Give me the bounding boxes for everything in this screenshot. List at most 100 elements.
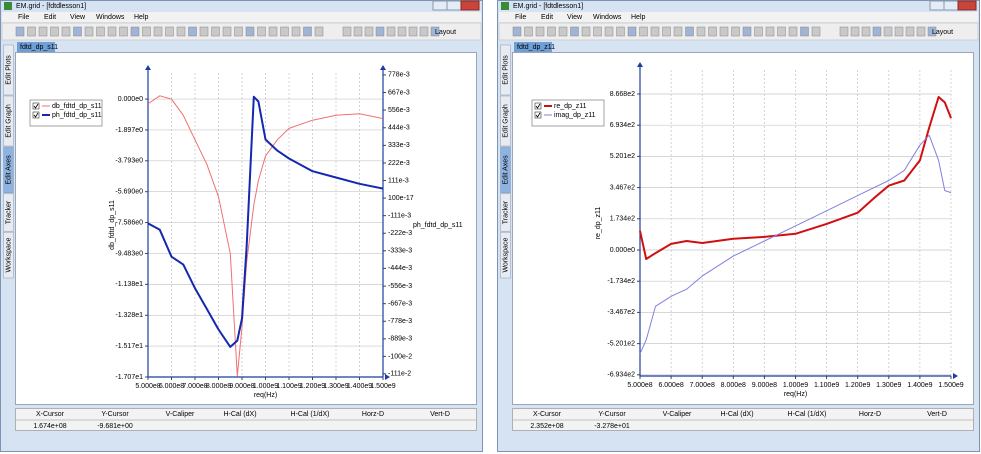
toolbar-button[interactable] xyxy=(917,27,925,36)
toolbar-button[interactable] xyxy=(536,27,544,36)
toolbar-button[interactable] xyxy=(376,27,384,36)
menu-item[interactable]: Help xyxy=(631,14,646,21)
maximize-button[interactable] xyxy=(447,1,461,10)
toolbar-button[interactable] xyxy=(686,27,694,36)
toolbar-button[interactable] xyxy=(732,27,740,36)
toolbar-button[interactable] xyxy=(28,27,36,36)
toolbar-button[interactable] xyxy=(525,27,533,36)
toolbar-button[interactable] xyxy=(189,27,197,36)
legend-checkbox[interactable] xyxy=(535,112,541,118)
minimize-button[interactable] xyxy=(930,1,944,10)
toolbar-button[interactable] xyxy=(74,27,82,36)
layout-button[interactable]: Layout xyxy=(435,29,456,36)
toolbar-button[interactable] xyxy=(246,27,254,36)
close-button[interactable] xyxy=(461,1,479,10)
toolbar-button[interactable] xyxy=(16,27,24,36)
toolbar-button[interactable] xyxy=(640,27,648,36)
toolbar-button[interactable] xyxy=(663,27,671,36)
toolbar-button[interactable] xyxy=(387,27,395,36)
layout-button[interactable]: Layout xyxy=(932,29,953,36)
toolbar-button[interactable] xyxy=(166,27,174,36)
toolbar-button[interactable] xyxy=(709,27,717,36)
toolbar-button[interactable] xyxy=(755,27,763,36)
toolbar-button[interactable] xyxy=(235,27,243,36)
toolbar-button[interactable] xyxy=(143,27,151,36)
menu-item[interactable]: View xyxy=(567,14,583,21)
toolbar-button[interactable] xyxy=(200,27,208,36)
toolbar-button[interactable] xyxy=(862,27,870,36)
toolbar-button[interactable] xyxy=(605,27,613,36)
toolbar-button[interactable] xyxy=(778,27,786,36)
toolbar-button[interactable] xyxy=(513,27,521,36)
toolbar-button[interactable] xyxy=(720,27,728,36)
toolbar-button[interactable] xyxy=(840,27,848,36)
minimize-button[interactable] xyxy=(433,1,447,10)
toolbar-button[interactable] xyxy=(108,27,116,36)
toolbar-button[interactable] xyxy=(269,27,277,36)
side-tab-label[interactable]: Tracker xyxy=(5,200,12,224)
toolbar-button[interactable] xyxy=(571,27,579,36)
toolbar-button[interactable] xyxy=(51,27,59,36)
menu-item[interactable]: Windows xyxy=(593,14,622,21)
toolbar-button[interactable] xyxy=(801,27,809,36)
toolbar-button[interactable] xyxy=(258,27,266,36)
toolbar-button[interactable] xyxy=(292,27,300,36)
toolbar-button[interactable] xyxy=(62,27,70,36)
menu-item[interactable]: Help xyxy=(134,14,149,21)
toolbar-button[interactable] xyxy=(281,27,289,36)
toolbar-button[interactable] xyxy=(906,27,914,36)
toolbar-button[interactable] xyxy=(873,27,881,36)
toolbar-button[interactable] xyxy=(212,27,220,36)
side-tab-label[interactable]: Edit Axes xyxy=(502,155,509,185)
legend-checkbox[interactable] xyxy=(33,103,39,109)
toolbar-button[interactable] xyxy=(674,27,682,36)
toolbar-button[interactable] xyxy=(354,27,362,36)
toolbar-button[interactable] xyxy=(617,27,625,36)
side-tab-label[interactable]: Edit Axes xyxy=(5,155,12,185)
toolbar-button[interactable] xyxy=(398,27,406,36)
menu-item[interactable]: Edit xyxy=(541,14,553,21)
toolbar-button[interactable] xyxy=(304,27,312,36)
toolbar-button[interactable] xyxy=(651,27,659,36)
side-tab-label[interactable]: Edit Plots xyxy=(5,55,12,85)
toolbar-button[interactable] xyxy=(812,27,820,36)
toolbar-button[interactable] xyxy=(582,27,590,36)
side-tab-label[interactable]: Edit Graph xyxy=(5,104,12,138)
toolbar-button[interactable] xyxy=(85,27,93,36)
toolbar-button[interactable] xyxy=(628,27,636,36)
toolbar-button[interactable] xyxy=(343,27,351,36)
maximize-button[interactable] xyxy=(944,1,958,10)
menu-item[interactable]: Edit xyxy=(44,14,56,21)
toolbar-button[interactable] xyxy=(315,27,323,36)
toolbar-button[interactable] xyxy=(97,27,105,36)
toolbar-button[interactable] xyxy=(559,27,567,36)
side-tab-label[interactable]: Workspace xyxy=(502,238,509,273)
legend-checkbox[interactable] xyxy=(535,103,541,109)
toolbar-button[interactable] xyxy=(548,27,556,36)
toolbar-button[interactable] xyxy=(39,27,47,36)
menu-item[interactable]: File xyxy=(515,14,526,21)
toolbar-button[interactable] xyxy=(154,27,162,36)
toolbar-button[interactable] xyxy=(697,27,705,36)
toolbar-button[interactable] xyxy=(884,27,892,36)
side-tab-label[interactable]: Edit Plots xyxy=(502,55,509,85)
side-tab-label[interactable]: Workspace xyxy=(5,238,12,273)
toolbar-button[interactable] xyxy=(409,27,417,36)
toolbar-button[interactable] xyxy=(743,27,751,36)
side-tab-label[interactable]: Edit Graph xyxy=(502,104,509,138)
legend-checkbox[interactable] xyxy=(33,112,39,118)
toolbar-button[interactable] xyxy=(120,27,128,36)
toolbar-button[interactable] xyxy=(420,27,428,36)
menu-item[interactable]: Windows xyxy=(96,14,125,21)
tab-label[interactable]: fdtd_dp_z11 xyxy=(517,44,555,51)
menu-item[interactable]: File xyxy=(18,14,29,21)
toolbar-button[interactable] xyxy=(766,27,774,36)
toolbar-button[interactable] xyxy=(365,27,373,36)
side-tab-label[interactable]: Tracker xyxy=(502,200,509,224)
close-button[interactable] xyxy=(958,1,976,10)
tab-label[interactable]: fdtd_dp_s11 xyxy=(20,44,58,51)
toolbar-button[interactable] xyxy=(177,27,185,36)
toolbar-button[interactable] xyxy=(131,27,139,36)
toolbar-button[interactable] xyxy=(895,27,903,36)
toolbar-button[interactable] xyxy=(223,27,231,36)
